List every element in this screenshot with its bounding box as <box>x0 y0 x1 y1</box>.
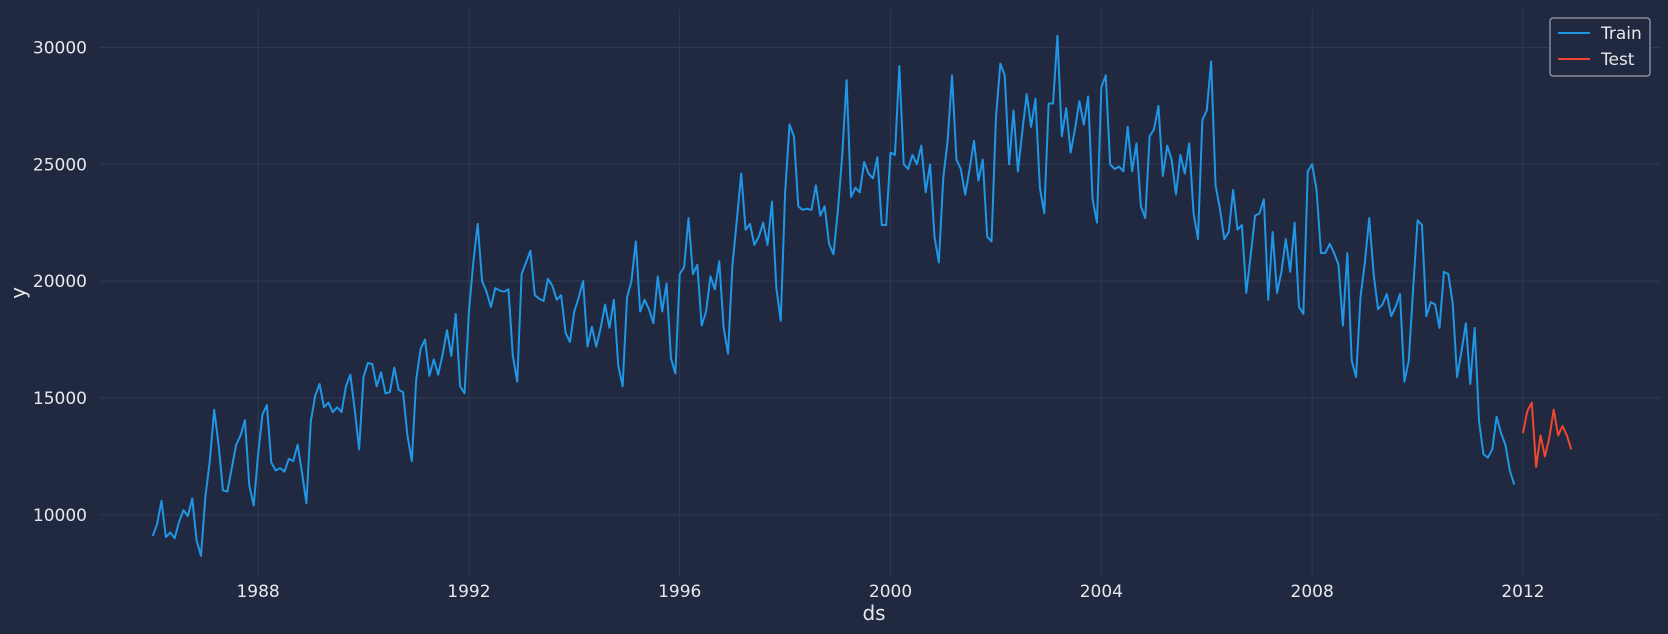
x-tick-label: 1996 <box>658 582 701 602</box>
y-tick-label: 15000 <box>33 389 87 409</box>
grid <box>100 10 1660 578</box>
legend-train-label: Train <box>1600 24 1642 44</box>
y-tick-label: 10000 <box>33 506 87 526</box>
y-tick-label: 20000 <box>33 272 87 292</box>
x-tick-label: 2008 <box>1291 582 1334 602</box>
x-tick-label: 2012 <box>1501 582 1544 602</box>
y-tick-label: 25000 <box>33 155 87 175</box>
x-tick-label: 2004 <box>1080 582 1123 602</box>
tick-labels: 1988 1992 1996 2000 2004 2008 2012 10000 15000 20… <box>33 38 1545 602</box>
train-series-line <box>151 34 1516 557</box>
legend-test-label: Test <box>1600 50 1635 70</box>
legend: Train Test <box>1549 17 1651 77</box>
y-tick-label: 30000 <box>33 38 87 58</box>
y-axis-label: y <box>6 287 30 299</box>
x-axis-label: ds <box>862 601 885 625</box>
x-tick-label: 1992 <box>447 582 490 602</box>
test-series-line <box>1521 401 1573 468</box>
x-tick-label: 2000 <box>869 582 912 602</box>
series-layer <box>151 34 1573 557</box>
x-tick-label: 1988 <box>236 582 279 602</box>
